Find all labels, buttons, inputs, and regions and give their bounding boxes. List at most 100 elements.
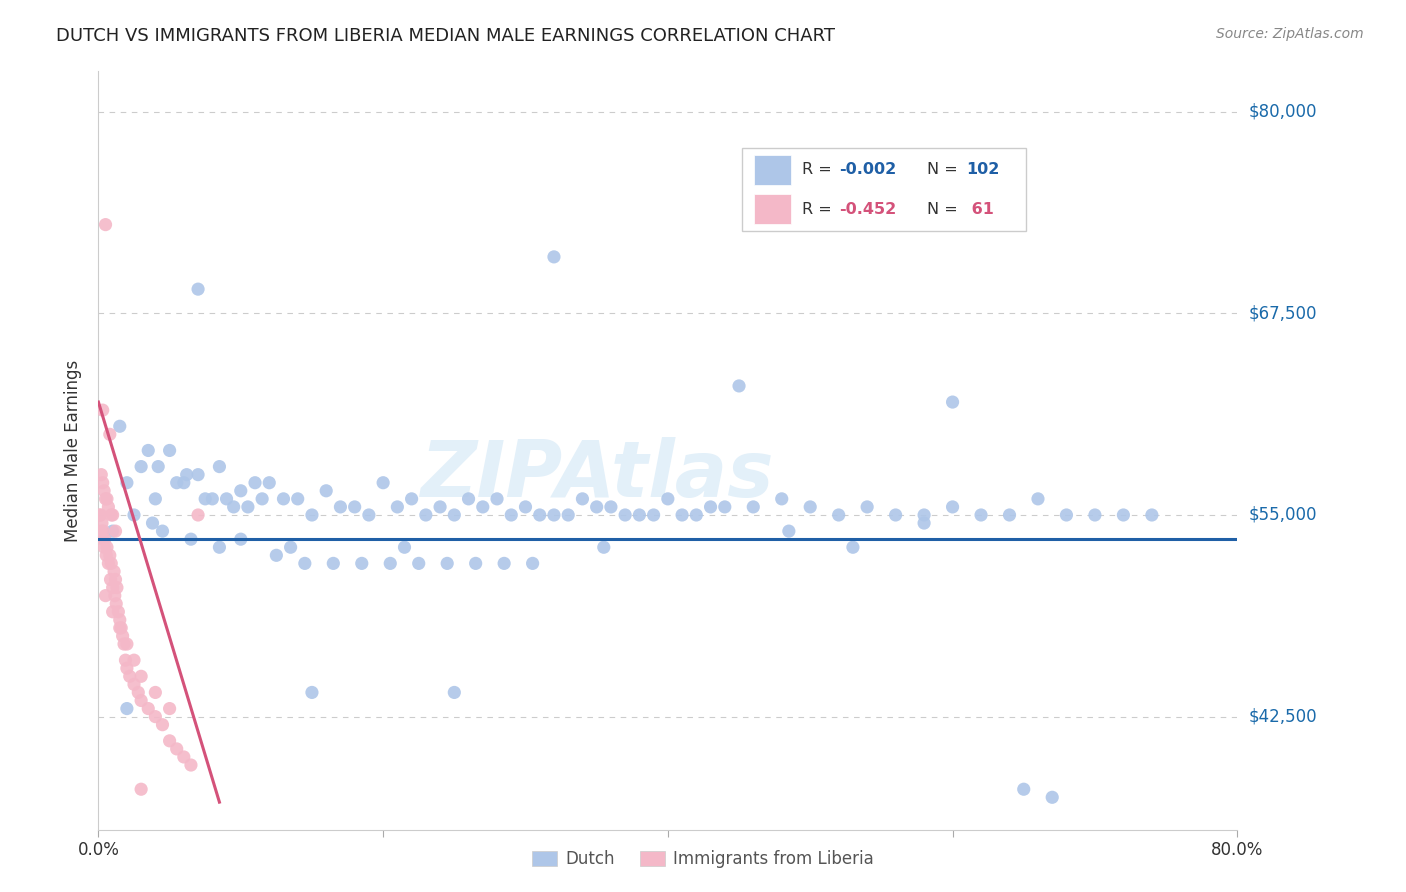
Point [129, 459, 152, 474]
Point [828, 508, 851, 522]
Point [122, 508, 145, 522]
Text: R =: R = [801, 162, 837, 178]
Point [105, 597, 128, 611]
Point [301, 685, 323, 699]
Point [111, 629, 134, 643]
Text: DUTCH VS IMMIGRANTS FROM LIBERIA MEDIAN MALE EARNINGS CORRELATION CHART: DUTCH VS IMMIGRANTS FROM LIBERIA MEDIAN … [56, 27, 835, 45]
Point [501, 508, 523, 522]
Point [100, 557, 122, 571]
Point [145, 709, 167, 723]
Point [215, 491, 238, 506]
Point [1084, 508, 1107, 522]
Point [145, 685, 167, 699]
Point [856, 500, 879, 514]
Point [159, 443, 181, 458]
Point [173, 475, 195, 490]
Point [522, 557, 544, 571]
Point [229, 532, 252, 546]
Point [94, 589, 117, 603]
Point [322, 557, 344, 571]
Text: N =: N = [927, 162, 962, 178]
Text: $80,000: $80,000 [1249, 103, 1317, 120]
Point [1140, 508, 1163, 522]
Point [486, 491, 509, 506]
FancyBboxPatch shape [754, 155, 790, 185]
Text: N =: N = [927, 202, 962, 217]
Point [187, 508, 209, 522]
Point [301, 508, 323, 522]
Point [799, 500, 821, 514]
Point [942, 395, 965, 409]
Point [94, 218, 117, 232]
Point [96, 549, 118, 563]
Point [100, 573, 122, 587]
Point [287, 491, 309, 506]
Point [122, 653, 145, 667]
Point [90, 524, 112, 538]
Point [273, 491, 295, 506]
Point [699, 500, 721, 514]
Point [187, 467, 209, 482]
Point [280, 541, 302, 555]
Point [145, 491, 167, 506]
Point [112, 637, 135, 651]
Point [657, 491, 679, 506]
Point [714, 500, 737, 514]
Text: ZIPAtlas: ZIPAtlas [420, 437, 773, 513]
Point [208, 541, 231, 555]
Point [294, 557, 316, 571]
Point [101, 581, 124, 595]
Point [90, 467, 112, 482]
Point [250, 491, 273, 506]
Point [115, 661, 138, 675]
Point [243, 475, 266, 490]
Point [166, 742, 188, 756]
Point [104, 589, 127, 603]
Point [152, 717, 174, 731]
Point [101, 524, 124, 538]
Point [592, 541, 614, 555]
Point [464, 557, 486, 571]
Point [108, 621, 131, 635]
Point [93, 524, 115, 538]
Point [100, 508, 122, 522]
Point [884, 508, 907, 522]
Point [129, 693, 152, 707]
Point [394, 541, 416, 555]
Point [176, 467, 198, 482]
Point [159, 734, 181, 748]
Point [557, 508, 579, 522]
Point [108, 613, 131, 627]
Point [515, 500, 537, 514]
Point [229, 483, 252, 498]
Point [380, 557, 402, 571]
Point [104, 524, 127, 538]
Point [429, 500, 451, 514]
Text: -0.452: -0.452 [839, 202, 896, 217]
Point [387, 500, 409, 514]
Point [91, 532, 114, 546]
Point [436, 557, 458, 571]
Point [110, 621, 132, 635]
Point [494, 557, 516, 571]
Point [415, 508, 437, 522]
Point [101, 508, 124, 522]
Point [1040, 790, 1063, 805]
Point [97, 500, 120, 514]
Point [912, 508, 935, 522]
Point [136, 443, 159, 458]
Point [401, 491, 423, 506]
Point [685, 508, 707, 522]
Point [127, 685, 149, 699]
Point [643, 508, 665, 522]
Point [91, 516, 114, 530]
Point [93, 483, 115, 498]
Point [471, 500, 494, 514]
Point [173, 750, 195, 764]
Legend: Dutch, Immigrants from Liberia: Dutch, Immigrants from Liberia [526, 844, 880, 875]
Point [166, 475, 188, 490]
Point [357, 508, 380, 522]
Point [180, 758, 202, 772]
Point [998, 508, 1021, 522]
Point [970, 508, 993, 522]
